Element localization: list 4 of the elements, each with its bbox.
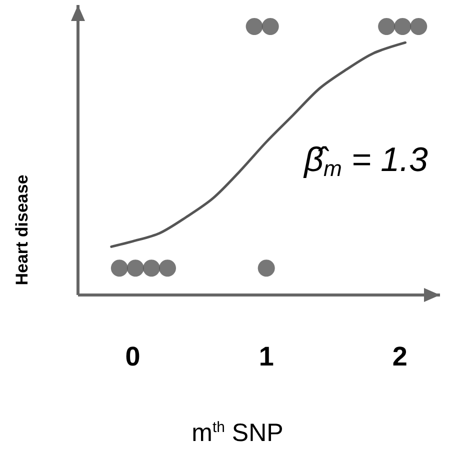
x-tick-label: 2: [392, 342, 408, 372]
x-tick-label: 0: [125, 342, 140, 372]
y-axis-title: Heart disease: [12, 174, 32, 286]
x-tick-label: 1: [258, 342, 274, 372]
